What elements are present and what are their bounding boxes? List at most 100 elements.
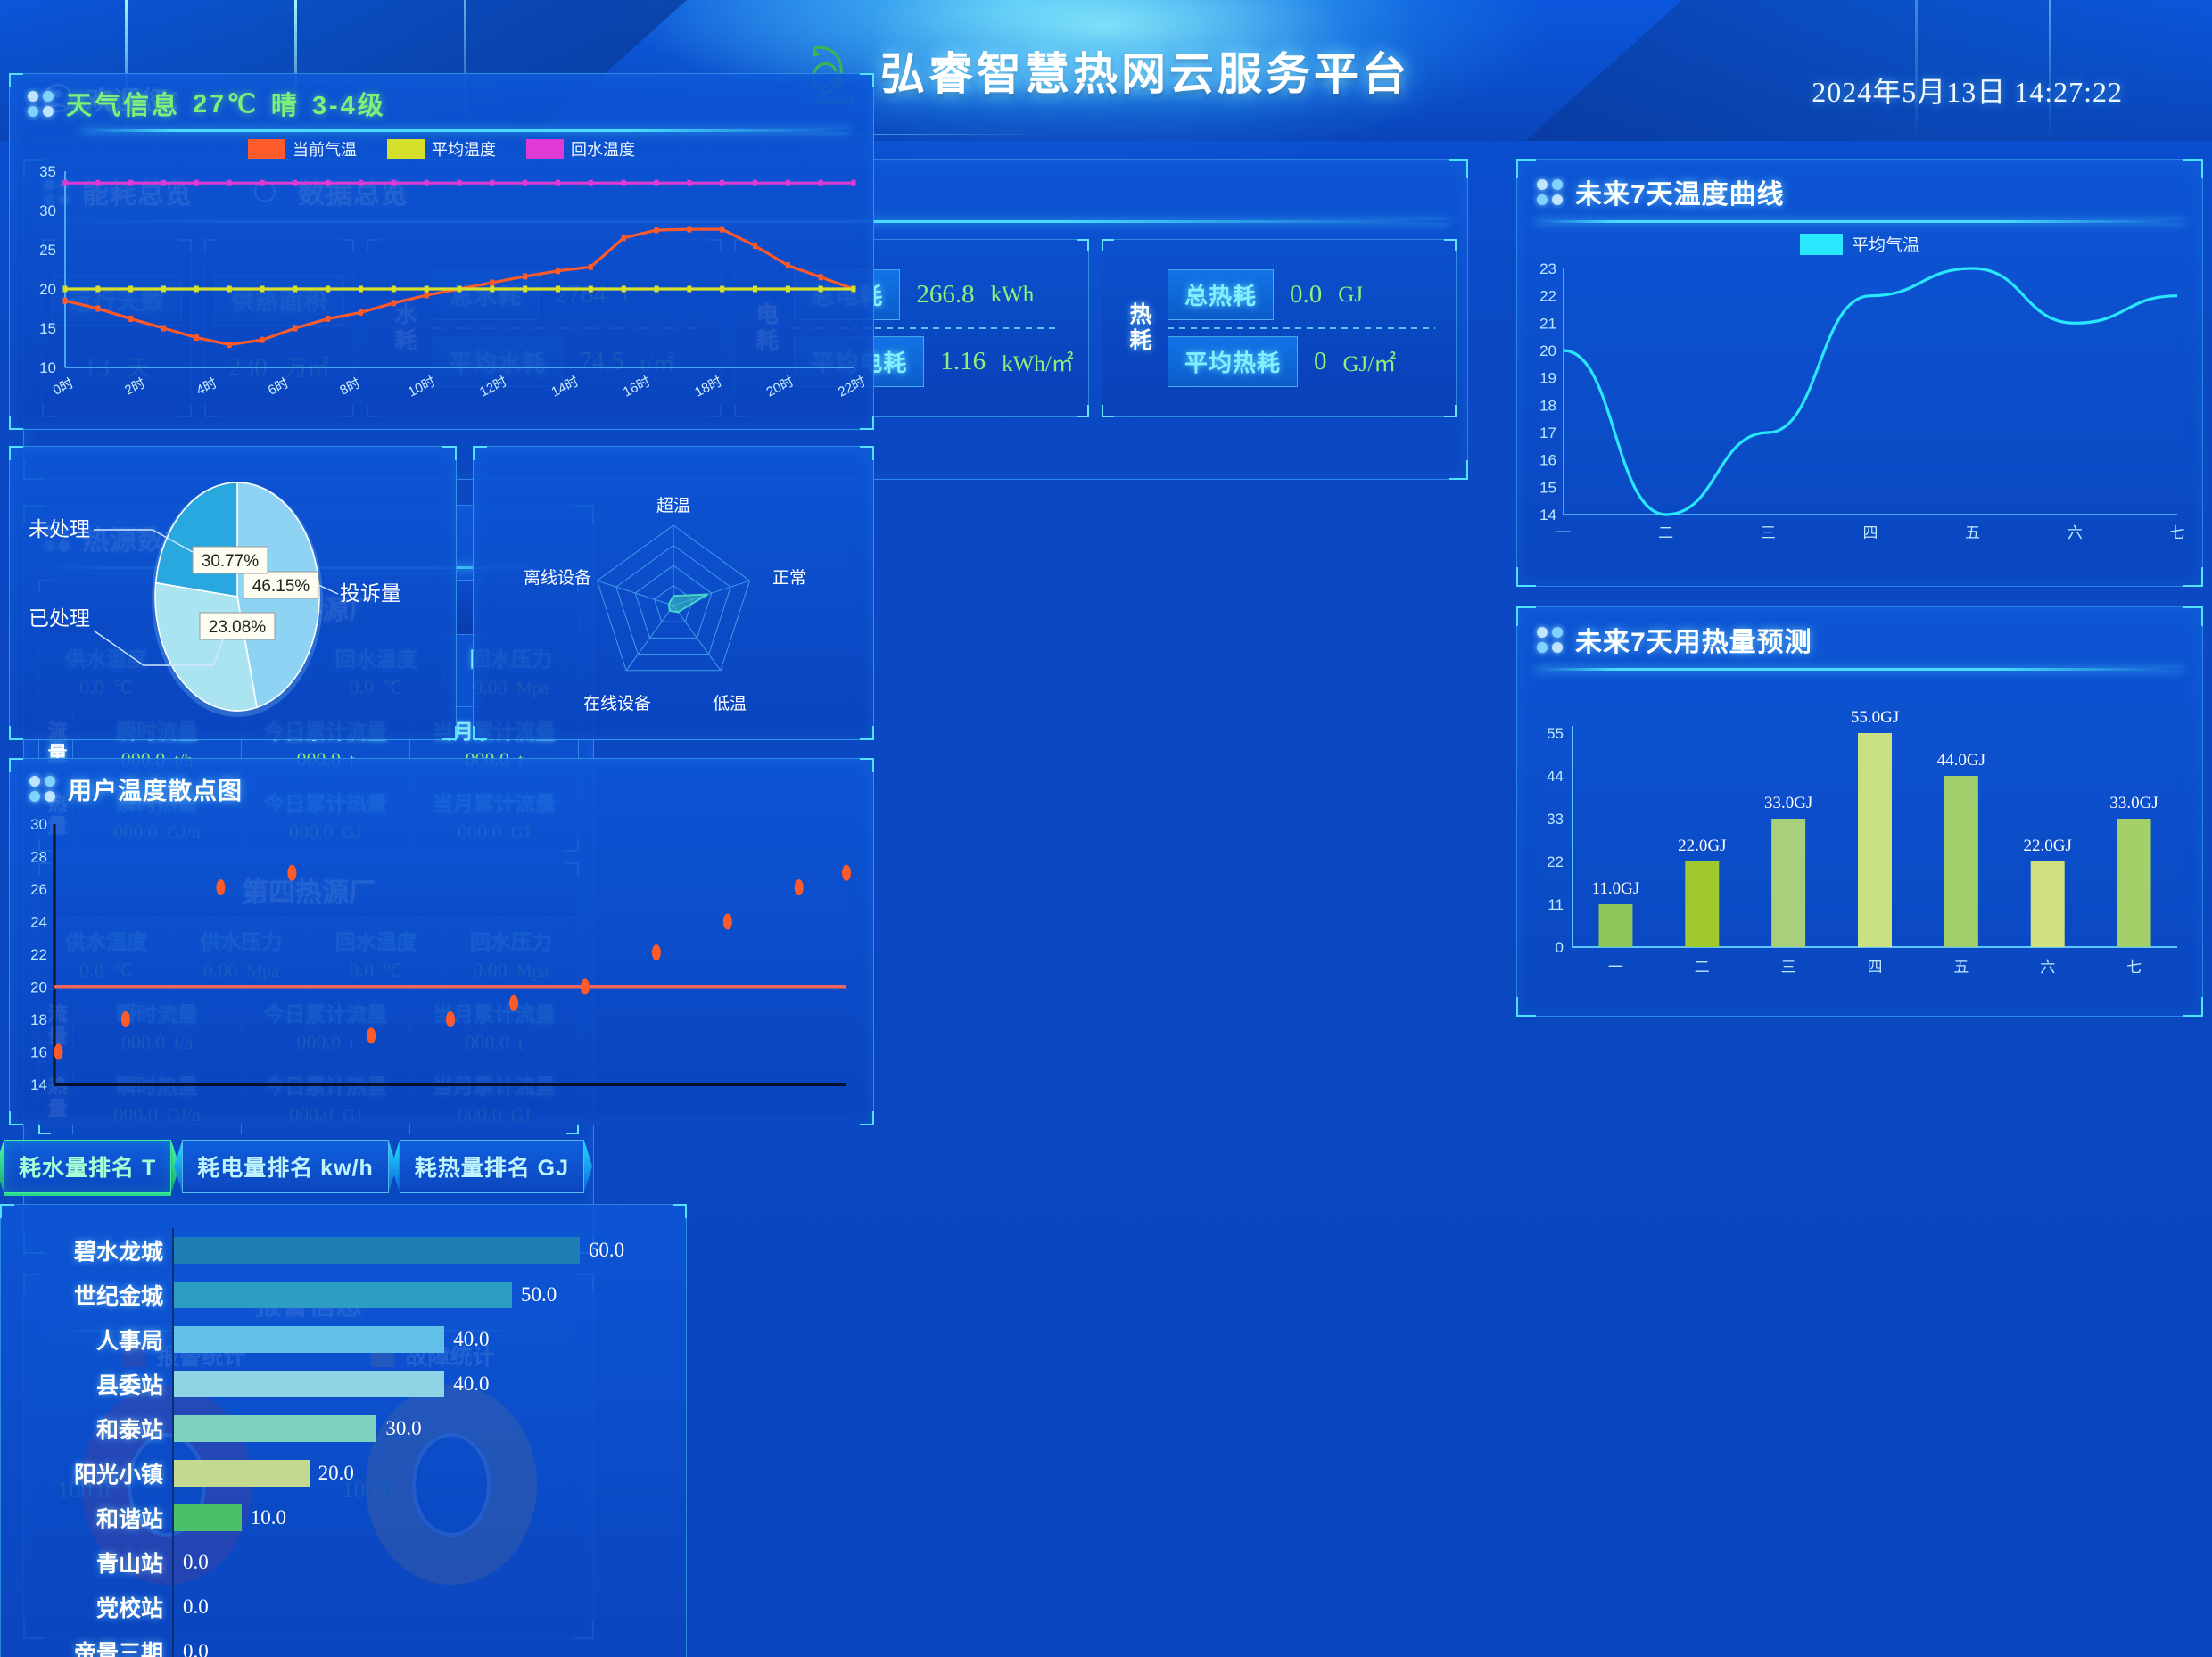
metric-unit: GJ (1338, 282, 1364, 307)
ranking-axis (172, 1273, 174, 1317)
svg-text:22: 22 (30, 946, 47, 963)
smart-control-section: 智能控温 天气信息 27℃ 晴 3-4级 当前气温 平均温度 回水温度 1015… (0, 0, 883, 1134)
ranking-bar (174, 1371, 445, 1397)
svg-text:23: 23 (1539, 260, 1556, 277)
legend-label: 当前气温 (293, 141, 357, 159)
weather-header: 天气信息 27℃ 晴 3-4级 (10, 74, 873, 129)
legend-swatch (248, 139, 285, 159)
temp-7days-header: 未来7天温度曲线 (1517, 160, 2202, 220)
svg-text:22: 22 (1539, 288, 1556, 305)
svg-text:16: 16 (30, 1044, 47, 1061)
tab-heat-ranking[interactable]: 耗热量排名 GJ (391, 1140, 593, 1193)
ranking-value: 40.0 (453, 1328, 490, 1350)
weather-chart-legend: 当前气温 平均温度 回水温度 (10, 132, 873, 161)
ranking-value: 0.0 (183, 1640, 209, 1657)
ranking-axis (172, 1629, 174, 1657)
weather-temp: 27℃ (193, 89, 259, 119)
tab-water-ranking[interactable]: 耗水量排名 T (0, 1140, 180, 1193)
svg-text:七: 七 (2170, 524, 2185, 541)
ranking-label: 世纪金城 (73, 1284, 163, 1309)
svg-text:14: 14 (1539, 507, 1556, 523)
svg-text:4时: 4时 (194, 375, 219, 399)
svg-text:55: 55 (1547, 725, 1564, 742)
ranking-bar-wrap: 0.0 (174, 1549, 677, 1576)
ranking-bar-wrap: 0.0 (174, 1638, 677, 1657)
svg-text:33.0GJ: 33.0GJ (1764, 794, 1812, 812)
user-temp-scatter-card: 用户温度散点图 14 16 18 20 22 24 26 28 30 (9, 758, 874, 1125)
svg-text:五: 五 (1965, 524, 1980, 541)
legend-item-return-temp: 回水温度 (526, 137, 635, 161)
tab-label: 耗热量排名 GJ (414, 1156, 570, 1181)
ranking-label: 青山站 (95, 1552, 163, 1577)
svg-text:四: 四 (1868, 959, 1883, 976)
weather-condition: 晴 (270, 92, 300, 120)
svg-text:三: 三 (1761, 524, 1776, 541)
svg-text:6时: 6时 (266, 375, 291, 399)
temp-7days-panel: 未来7天温度曲线 平均气温 14 15 16 17 18 19 20 21 22 23 一 二 三 四 五 六… (1516, 159, 2203, 587)
complaint-pie-card: 46.15% 30.77% 23.08% 投诉量 未处理 已处理 (9, 446, 457, 740)
legend-label: 平均气温 (1851, 236, 1919, 255)
weather-chart-card: 天气信息 27℃ 晴 3-4级 当前气温 平均温度 回水温度 10 15 20 25 3… (9, 73, 874, 430)
ranking-value: 0.0 (183, 1551, 209, 1573)
ranking-label: 碧水龙城 (73, 1240, 163, 1265)
svg-text:0: 0 (1556, 939, 1564, 956)
svg-text:七: 七 (2126, 959, 2142, 976)
ranking-row: 党校站 0.0 (1, 1585, 677, 1629)
ranking-bar-wrap: 20.0 (174, 1460, 677, 1487)
svg-text:二: 二 (1695, 959, 1710, 976)
ranking-tabs: 耗水量排名 T 耗电量排名 kw/h 耗热量排名 GJ (0, 1134, 687, 1193)
weather-line-chart: 10 15 20 25 30 35 0时 2时 4时 6时 8时 10时 12时 14时 16时 18时 20时… (39, 163, 868, 400)
dots-icon (1537, 626, 1563, 653)
svg-text:10: 10 (39, 359, 56, 376)
scatter-header: 用户温度散点图 (10, 759, 873, 815)
metric-unit: kWh/㎡ (1002, 351, 1074, 376)
device-radar-card: 超温 正常 低温 在线设备 离线设备 (473, 446, 874, 740)
svg-text:44: 44 (1547, 768, 1564, 785)
weather-label: 天气信息 (66, 92, 181, 120)
svg-text:21: 21 (1539, 315, 1556, 332)
metric-label: 平均热耗 (1168, 336, 1299, 387)
tab-label: 耗电量排名 kw/h (197, 1156, 374, 1181)
ranking-axis (172, 1228, 174, 1273)
ranking-value: 10.0 (250, 1506, 287, 1529)
metric-label: 总热耗 (1168, 269, 1275, 320)
svg-text:一: 一 (1608, 959, 1623, 976)
svg-text:六: 六 (2068, 524, 2083, 541)
group-label: 热耗 (1127, 302, 1152, 354)
dots-icon (1537, 178, 1563, 205)
ranking-axis (172, 1317, 174, 1362)
metric-row-total-heat: 总热耗 0.0 GJ (1168, 262, 1435, 327)
svg-text:19: 19 (1539, 370, 1556, 387)
svg-text:离线设备: 离线设备 (524, 568, 591, 588)
svg-text:20: 20 (30, 979, 47, 996)
legend-item-current-temp: 当前气温 (248, 137, 357, 161)
metric-group-heat: 热耗 总热耗 0.0 GJ 平均热耗 0 GJ/㎡ (1102, 239, 1457, 417)
ranking-row: 和泰站 30.0 (1, 1406, 677, 1451)
svg-text:12时: 12时 (477, 374, 509, 400)
svg-text:三: 三 (1781, 959, 1796, 976)
temp-7days-title: 未来7天温度曲线 (1575, 180, 1785, 210)
svg-text:18: 18 (30, 1011, 47, 1028)
ranking-value: 30.0 (385, 1417, 422, 1439)
title-divider (1535, 668, 2184, 671)
legend-item-avg-temp: 平均温度 (387, 137, 496, 161)
ranking-bar-wrap: 50.0 (174, 1282, 677, 1308)
ranking-bar (174, 1326, 445, 1353)
tab-electricity-ranking[interactable]: 耗电量排名 kw/h (174, 1140, 397, 1193)
ranking-bar-wrap: 30.0 (174, 1415, 677, 1442)
svg-text:一: 一 (1556, 524, 1572, 541)
ranking-row: 和谐站 10.0 (1, 1496, 677, 1540)
datetime-display: 2024年5月13日 14:27:22 (1812, 76, 2123, 108)
ranking-row: 人事局 40.0 (1, 1317, 677, 1362)
metric-value: 266.8 (916, 280, 975, 309)
svg-text:20时: 20时 (764, 374, 796, 400)
ranking-row: 碧水龙城 60.0 (1, 1228, 677, 1273)
svg-text:低温: 低温 (713, 694, 747, 713)
title-divider (1535, 220, 2184, 223)
ranking-label: 人事局 (95, 1329, 163, 1354)
ranking-bar (174, 1282, 513, 1308)
svg-text:10时: 10时 (406, 374, 438, 400)
svg-text:33: 33 (1547, 811, 1564, 828)
